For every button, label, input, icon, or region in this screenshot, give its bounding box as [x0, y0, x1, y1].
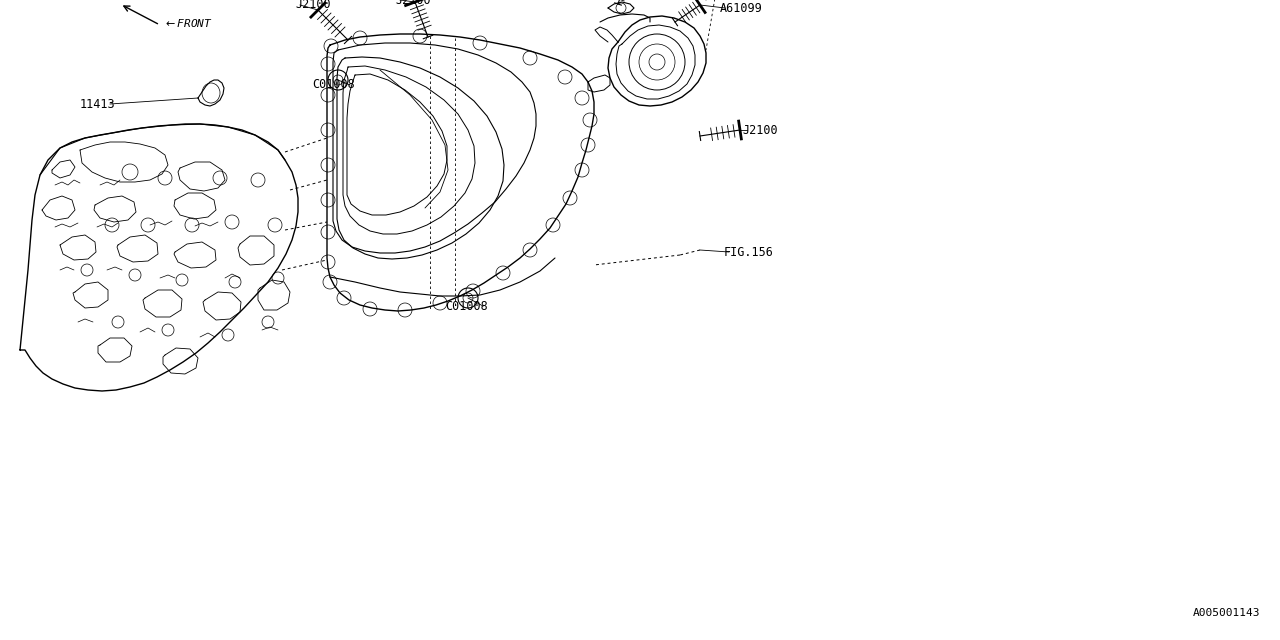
Text: FIG.156: FIG.156 — [724, 246, 774, 259]
Text: C01008: C01008 — [312, 79, 355, 92]
Text: $\leftarrow$FRONT: $\leftarrow$FRONT — [163, 17, 212, 29]
Text: J2100: J2100 — [396, 0, 430, 6]
Text: A005001143: A005001143 — [1193, 608, 1260, 618]
Text: J2100: J2100 — [742, 124, 778, 136]
Text: C01008: C01008 — [445, 300, 488, 312]
Text: 11413: 11413 — [79, 97, 115, 111]
Text: J2100: J2100 — [294, 0, 330, 12]
Text: A61099: A61099 — [719, 1, 763, 15]
